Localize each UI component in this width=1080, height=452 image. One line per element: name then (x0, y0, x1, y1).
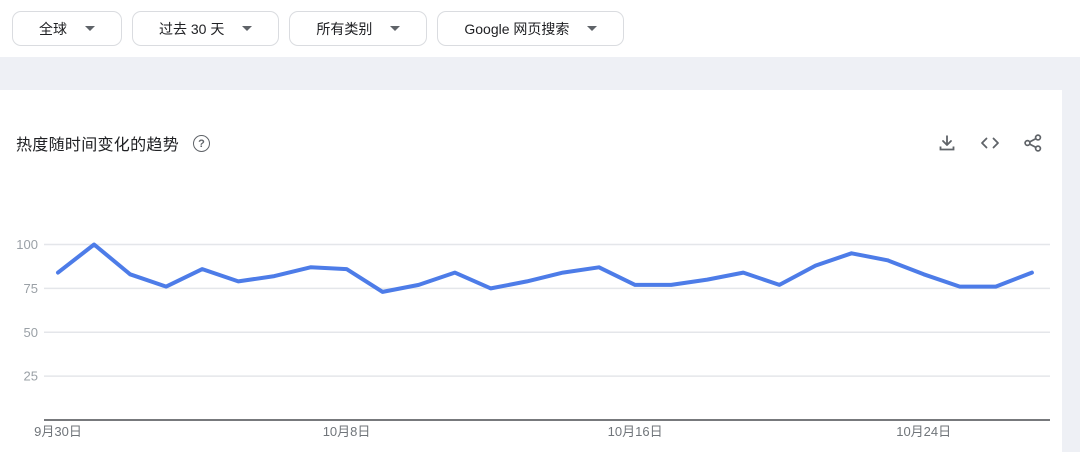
filter-bar: 全球 过去 30 天 所有类别 Google 网页搜索 (0, 0, 1080, 57)
chevron-down-icon (242, 26, 253, 31)
filter-category-button[interactable]: 所有类别 (289, 11, 428, 46)
filter-region-label: 全球 (39, 20, 67, 37)
chevron-down-icon (587, 26, 598, 31)
page-background-strip (1062, 90, 1080, 452)
chart-title: 热度随时间变化的趋势 (16, 137, 180, 154)
svg-text:50: 50 (24, 325, 38, 340)
interest-over-time-card: 热度随时间变化的趋势 ? (0, 90, 1062, 452)
svg-text:100: 100 (16, 237, 38, 252)
download-icon (939, 135, 955, 151)
download-button[interactable] (936, 132, 958, 154)
svg-text:10月8日: 10月8日 (323, 424, 371, 439)
svg-text:9月30日: 9月30日 (34, 424, 82, 439)
svg-text:10月24日: 10月24日 (896, 424, 951, 439)
share-button[interactable] (1022, 132, 1044, 154)
filter-category-label: 所有类别 (316, 20, 373, 37)
page-background-band (0, 57, 1080, 90)
filter-time-range-label: 过去 30 天 (159, 20, 225, 37)
chevron-down-icon (85, 26, 95, 31)
filter-search-type-label: Google 网页搜索 (464, 20, 570, 37)
filter-search-type-button[interactable]: Google 网页搜索 (437, 11, 625, 46)
card-actions (936, 132, 1044, 154)
svg-text:25: 25 (24, 369, 38, 384)
share-icon (1024, 134, 1042, 152)
filter-time-range-button[interactable]: 过去 30 天 (132, 11, 280, 46)
filter-region-button[interactable]: 全球 (12, 11, 122, 46)
svg-text:10月16日: 10月16日 (608, 424, 663, 439)
line-chart[interactable]: 25 50 75 100 9月30日 10月8日 10月16日 10月24日 (0, 230, 1062, 452)
chevron-down-icon (390, 26, 401, 31)
embed-button[interactable] (979, 132, 1001, 154)
help-icon[interactable]: ? (193, 134, 211, 152)
svg-text:75: 75 (24, 281, 38, 296)
card-header: 热度随时间变化的趋势 ? (16, 130, 1044, 156)
embed-code-icon (981, 137, 999, 149)
